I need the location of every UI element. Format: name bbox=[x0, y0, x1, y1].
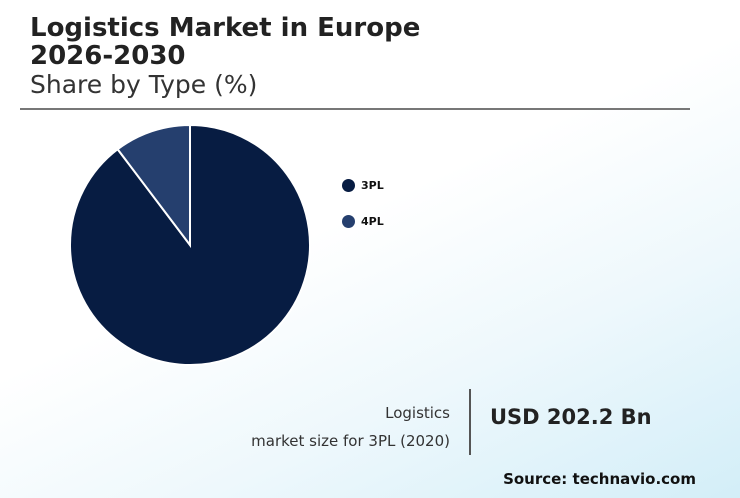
stat-value: USD 202.2 Bn bbox=[490, 405, 652, 429]
source-note: Source: technavio.com bbox=[503, 470, 696, 488]
stat-label-line1: Logistics bbox=[385, 404, 450, 422]
header-divider bbox=[20, 108, 690, 110]
stat-label-line2: market size for 3PL (2020) bbox=[251, 432, 450, 450]
legend-swatch-3pl bbox=[342, 178, 355, 192]
chart-subtitle: Share by Type (%) bbox=[30, 70, 258, 99]
legend-label-3pl: 3PL bbox=[361, 178, 384, 192]
pie-chart bbox=[69, 123, 311, 366]
stat-divider bbox=[469, 389, 471, 455]
chart-title: Logistics Market in Europe 2026-2030 bbox=[30, 13, 421, 71]
legend-item-4pl: 4PL bbox=[342, 212, 384, 230]
legend-item-3pl: 3PL bbox=[342, 176, 384, 194]
pie-slice-4pl bbox=[116, 123, 191, 248]
title-block: Logistics Market in Europe 2026-2030 Sha… bbox=[30, 14, 490, 100]
legend: 3PL 4PL bbox=[342, 176, 384, 248]
stat-label: Logistics market size for 3PL (2020) bbox=[251, 399, 450, 455]
legend-swatch-4pl bbox=[342, 214, 355, 228]
legend-label-4pl: 4PL bbox=[361, 214, 384, 228]
